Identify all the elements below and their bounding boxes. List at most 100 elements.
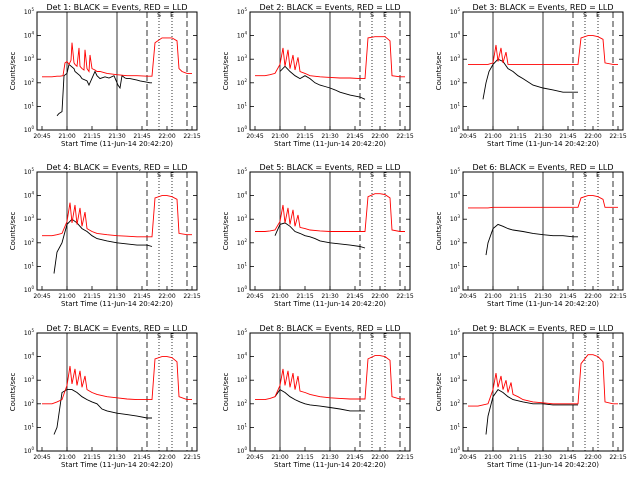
series-line	[53, 218, 153, 274]
x-tick-label: 22:00	[158, 454, 175, 461]
series-line	[53, 389, 152, 435]
marker-label: S	[370, 172, 374, 179]
x-tick-label: 20:45	[33, 454, 50, 461]
series-line	[274, 222, 366, 249]
series-line	[56, 63, 152, 117]
x-tick-label: 22:15	[609, 133, 626, 140]
x-tick-label: 21:45	[559, 133, 576, 140]
y-axis-label: Counts/sec	[435, 212, 443, 251]
chart-title: Det 8: BLACK = Events, RED = LLD	[260, 324, 401, 333]
y-tick-label: 101	[237, 101, 248, 110]
y-tick-label: 102	[237, 399, 248, 408]
x-tick-label: 21:00	[484, 293, 501, 300]
x-axis-label: Start Time (11-Jun-14 20:42:20)	[487, 300, 599, 308]
y-tick-label: 101	[24, 261, 35, 270]
y-tick-label: 101	[450, 261, 461, 270]
y-axis-label: Counts/sec	[435, 373, 443, 412]
x-tick-label: 20:45	[246, 293, 263, 300]
marker-label: E	[170, 12, 174, 19]
x-axis-label: Start Time (11-Jun-14 20:42:20)	[274, 140, 386, 148]
y-tick-label: 101	[450, 422, 461, 431]
x-tick-label: 21:15	[509, 454, 526, 461]
y-tick-label: 104	[237, 191, 248, 200]
series-line	[42, 195, 192, 238]
y-tick-label: 103	[24, 214, 35, 223]
x-tick-label: 21:15	[296, 293, 313, 300]
chart-panel: Det 5: BLACK = Events, RED = LLD 100 101 10…	[222, 163, 414, 308]
x-tick-label: 22:15	[609, 454, 626, 461]
x-tick-label: 21:15	[83, 293, 100, 300]
marker-label: E	[383, 172, 387, 179]
y-axis-label: Counts/sec	[9, 212, 17, 251]
x-tick-label: 20:45	[246, 454, 263, 461]
x-tick-label: 20:45	[33, 133, 50, 140]
y-tick-label: 103	[237, 214, 248, 223]
x-tick-label: 22:00	[158, 293, 175, 300]
y-tick-label: 103	[24, 375, 35, 384]
chart-title: Det 4: BLACK = Events, RED = LLD	[47, 163, 188, 172]
x-tick-label: 20:45	[246, 133, 263, 140]
x-tick-label: 21:00	[271, 293, 288, 300]
chart-title: Det 7: BLACK = Events, RED = LLD	[47, 324, 188, 333]
series-line	[42, 37, 192, 78]
x-tick-label: 22:00	[584, 454, 601, 461]
y-tick-label: 102	[237, 78, 248, 87]
chart-title: Det 6: BLACK = Events, RED = LLD	[473, 163, 614, 172]
marker-label: S	[370, 12, 374, 19]
y-tick-label: 100	[24, 446, 35, 455]
y-tick-label: 102	[450, 78, 461, 87]
x-tick-label: 22:00	[584, 293, 601, 300]
chart-panel: Det 2: BLACK = Events, RED = LLD 100 101 10…	[222, 3, 414, 148]
y-tick-label: 104	[237, 352, 248, 361]
chart-title: Det 1: BLACK = Events, RED = LLD	[47, 3, 188, 12]
x-tick-label: 22:15	[396, 454, 413, 461]
y-tick-label: 105	[450, 167, 461, 176]
x-tick-label: 20:45	[33, 293, 50, 300]
y-tick-label: 104	[237, 31, 248, 40]
x-tick-label: 21:45	[559, 293, 576, 300]
x-axis-label: Start Time (11-Jun-14 20:42:20)	[487, 461, 599, 469]
chart-title: Det 2: BLACK = Events, RED = LLD	[260, 3, 401, 12]
y-tick-label: 105	[24, 7, 35, 16]
series-line	[42, 356, 192, 405]
x-axis-label: Start Time (11-Jun-14 20:42:20)	[61, 300, 173, 308]
y-tick-label: 101	[237, 261, 248, 270]
x-tick-label: 22:15	[183, 454, 200, 461]
y-tick-label: 104	[450, 31, 461, 40]
x-tick-label: 22:00	[371, 133, 388, 140]
marker-label: E	[383, 12, 387, 19]
x-tick-label: 22:00	[371, 454, 388, 461]
x-tick-label: 22:15	[609, 293, 626, 300]
marker-label: S	[370, 333, 374, 340]
y-tick-label: 104	[450, 191, 461, 200]
x-tick-label: 21:45	[346, 293, 363, 300]
marker-label: E	[170, 172, 174, 179]
y-tick-label: 100	[450, 446, 461, 455]
chart-panel: Det 1: BLACK = Events, RED = LLD 100 101 10…	[9, 3, 201, 148]
x-tick-label: 21:15	[83, 454, 100, 461]
y-tick-label: 102	[24, 238, 35, 247]
x-axis-label: Start Time (11-Jun-14 20:42:20)	[274, 300, 386, 308]
marker-label: E	[170, 333, 174, 340]
series-line	[274, 389, 365, 412]
x-tick-label: 21:15	[296, 133, 313, 140]
y-tick-label: 104	[450, 352, 461, 361]
y-tick-label: 104	[24, 191, 35, 200]
x-tick-label: 22:15	[183, 133, 200, 140]
x-tick-label: 22:15	[183, 293, 200, 300]
x-tick-label: 21:45	[346, 133, 363, 140]
chart-panel: Det 8: BLACK = Events, RED = LLD 100 101 10…	[222, 324, 414, 469]
x-tick-label: 20:45	[459, 454, 476, 461]
x-tick-label: 21:15	[509, 133, 526, 140]
y-tick-label: 101	[24, 422, 35, 431]
x-tick-label: 21:15	[509, 293, 526, 300]
x-tick-label: 22:15	[396, 293, 413, 300]
x-tick-label: 22:00	[584, 133, 601, 140]
y-tick-label: 100	[237, 125, 248, 134]
chart-panel: Det 4: BLACK = Events, RED = LLD 100 101 10…	[9, 163, 201, 308]
y-tick-label: 103	[24, 54, 35, 63]
chart-panel: Det 7: BLACK = Events, RED = LLD 100 101 10…	[9, 324, 201, 469]
y-tick-label: 101	[24, 101, 35, 110]
y-axis-label: Counts/sec	[9, 373, 17, 412]
